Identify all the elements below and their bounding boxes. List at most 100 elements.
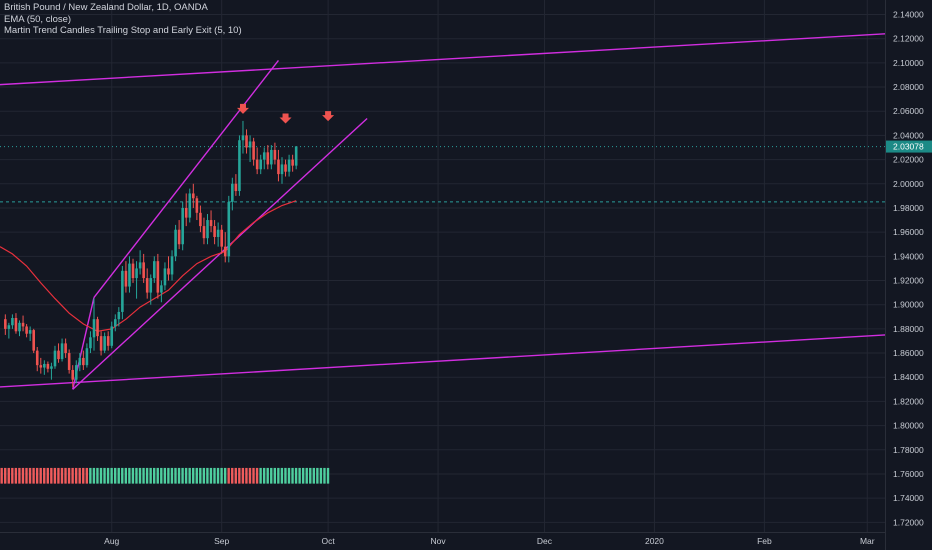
trend-bar (99, 467, 103, 484)
trend-bar (262, 467, 266, 484)
candle (117, 307, 121, 327)
candle (124, 261, 128, 293)
candle-body (270, 149, 273, 165)
trend-bar (25, 467, 28, 484)
candle-body (238, 140, 241, 192)
candle (216, 222, 220, 247)
candle-body (82, 357, 85, 366)
trend-bar (128, 467, 131, 484)
candle (259, 154, 263, 175)
candle-body (11, 317, 14, 326)
candle-body (57, 350, 60, 360)
y-tick-label: 1.88000 (893, 324, 924, 334)
candle (35, 347, 39, 372)
candle (223, 232, 227, 263)
trend-bar (309, 467, 312, 484)
y-tick-label: 2.14000 (893, 10, 924, 20)
trend-bar (28, 467, 32, 484)
candle-body (14, 317, 18, 332)
candle-body (64, 343, 67, 354)
candle-body (43, 363, 46, 368)
trend-bar (245, 467, 248, 484)
candle (53, 345, 57, 369)
candle (145, 268, 149, 299)
candle-body (60, 343, 64, 360)
trend-bar (316, 467, 319, 484)
trend-bar (252, 467, 255, 484)
candles-layer (4, 120, 298, 387)
candle (156, 253, 160, 299)
y-tick-label: 1.90000 (893, 300, 924, 310)
trend-bar (192, 467, 195, 484)
candle (21, 315, 25, 332)
candle-body (21, 322, 25, 327)
y-tick-label: 1.94000 (893, 251, 924, 261)
trend-bar (280, 467, 284, 484)
y-tick-label: 1.96000 (893, 227, 924, 237)
y-tick-label: 1.86000 (893, 348, 924, 358)
candle-body (7, 325, 11, 329)
trend-indicator-label[interactable]: Martin Trend Candles Trailing Stop and E… (4, 25, 242, 36)
y-tick-label: 1.74000 (893, 493, 924, 503)
candle-body (149, 278, 153, 293)
candle (4, 314, 7, 335)
trend-bar (106, 467, 110, 484)
trend-bar (0, 467, 3, 484)
trend-bar (92, 467, 96, 484)
trend-bar (273, 467, 276, 484)
candle (202, 217, 206, 245)
candle-body (280, 164, 284, 175)
candle-body (50, 366, 53, 369)
candle-body (223, 246, 227, 257)
long-upper-line[interactable] (0, 33, 886, 86)
trend-bar (323, 467, 326, 484)
candle-body (192, 193, 195, 199)
candle-body (53, 350, 57, 367)
candle (57, 343, 60, 363)
trend-bar (266, 467, 269, 484)
candle (195, 195, 199, 221)
trend-bar (312, 467, 316, 484)
candle (291, 154, 294, 172)
trend-bar (291, 467, 294, 484)
candle-body (96, 319, 99, 337)
trend-bar (231, 467, 234, 484)
candle-body (255, 159, 259, 170)
trend-bar (220, 467, 223, 484)
candle (25, 324, 28, 338)
symbol-title[interactable]: British Pound / New Zealand Dollar, 1D, … (4, 2, 208, 13)
candle-body (124, 270, 128, 287)
candle (227, 195, 231, 263)
candle-body (220, 229, 223, 247)
candle (167, 256, 170, 281)
trend-bar (39, 467, 42, 484)
y-tick-label: 2.06000 (893, 106, 924, 116)
trend-bar (177, 467, 181, 484)
trend-bar (170, 467, 174, 484)
candle (238, 135, 241, 196)
candle (71, 365, 75, 387)
channel-upper-line[interactable] (93, 60, 279, 298)
y-tick-label: 2.10000 (893, 58, 924, 68)
trend-bar (301, 467, 305, 484)
long-lower-line[interactable] (0, 334, 886, 388)
trend-bar (110, 467, 113, 484)
candle-body (209, 220, 213, 227)
candle (262, 147, 266, 170)
candle-body (188, 193, 192, 218)
candle-body (103, 336, 106, 351)
y-tick-label: 2.00000 (893, 179, 924, 189)
trend-bar (241, 467, 245, 484)
trend-bar (138, 467, 142, 484)
candle-body (206, 220, 209, 239)
candle-body (32, 330, 35, 351)
y-tick-label: 2.04000 (893, 130, 924, 140)
ema-indicator-label[interactable]: EMA (50, close) (4, 13, 72, 25)
trend-bar (78, 467, 81, 484)
candle (43, 360, 46, 375)
candle (85, 343, 89, 368)
